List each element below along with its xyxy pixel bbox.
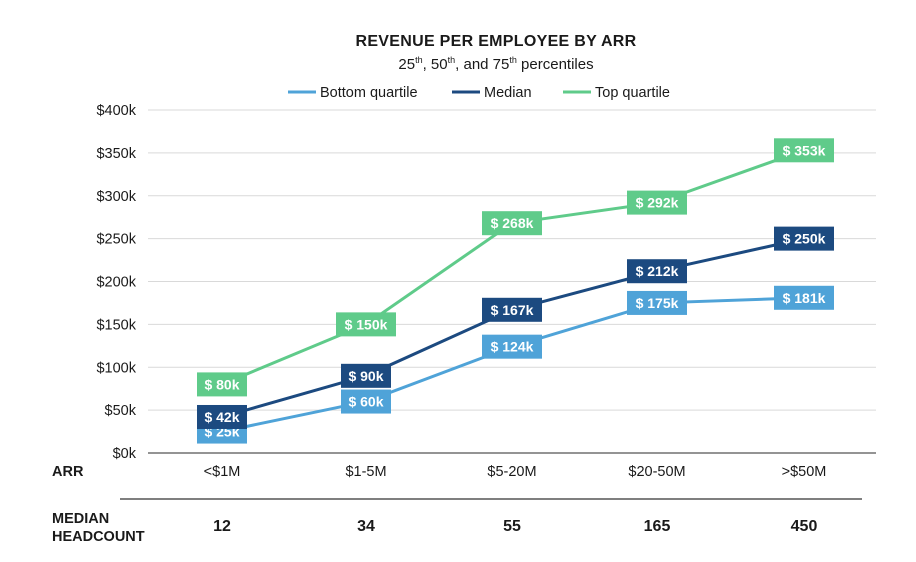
data-label-text: $ 150k <box>345 316 388 332</box>
x-tick-label: $20-50M <box>628 464 685 480</box>
series-lines <box>220 148 806 434</box>
data-label-top-quartile: $ 268k <box>482 211 542 236</box>
data-label-box <box>482 297 542 322</box>
data-label-text: $ 167k <box>491 302 534 318</box>
data-label-top-quartile: $ 353k <box>774 138 834 163</box>
legend-label-median: Median <box>484 85 532 101</box>
x-tick-label: $1-5M <box>345 464 386 480</box>
data-label-text: $ 175k <box>636 295 679 311</box>
data-label-box <box>482 211 542 236</box>
headcount-value: 450 <box>791 518 818 535</box>
y-tick-label: $0k <box>113 446 137 462</box>
y-tick-label: $150k <box>96 317 136 333</box>
subtitle-part-4: , and 75 <box>455 56 509 73</box>
legend: Bottom quartile Median Top quartile <box>288 85 670 101</box>
data-label-top-quartile: $ 150k <box>336 312 396 337</box>
data-label-box <box>482 334 542 359</box>
data-label-text: $ 60k <box>348 394 383 410</box>
y-tick-label: $400k <box>96 103 136 119</box>
data-label-top-quartile: $ 292k <box>627 190 687 215</box>
data-label-bottom-quartile: $ 60k <box>341 389 391 414</box>
data-label-box <box>774 138 834 163</box>
data-label-box <box>627 290 687 315</box>
arr-row-header: ARR <box>52 464 84 480</box>
headcount-value: 12 <box>213 518 231 535</box>
headcount-row: MEDIAN HEADCOUNT 12 34 55 165 450 <box>52 511 817 545</box>
legend-label-bottom: Bottom quartile <box>320 85 418 101</box>
gridlines <box>148 109 876 454</box>
y-tick-label: $250k <box>96 232 136 248</box>
data-label-text: $ 80k <box>204 376 239 392</box>
headcount-value: 55 <box>503 518 521 535</box>
data-label-text: $ 292k <box>636 195 679 211</box>
data-label-median: $ 42k <box>197 404 247 429</box>
data-label-top-quartile: $ 80k <box>197 372 247 397</box>
subtitle-sup-1: th <box>415 55 423 65</box>
data-label-box <box>627 259 687 284</box>
data-label-box <box>197 404 247 429</box>
y-tick-label: $200k <box>96 275 136 291</box>
data-label-box <box>341 363 391 388</box>
subtitle-part-0: 25 <box>398 56 415 73</box>
data-label-bottom-quartile: $ 124k <box>482 334 542 359</box>
headcount-value: 34 <box>357 518 375 535</box>
data-label-text: $ 353k <box>783 142 826 158</box>
y-tick-label: $350k <box>96 146 136 162</box>
data-label-box <box>774 226 834 251</box>
x-axis: ARR <$1M $1-5M $5-20M $20-50M >$50M <box>52 464 826 480</box>
data-label-box <box>197 372 247 397</box>
data-label-median: $ 212k <box>627 259 687 284</box>
data-label-box <box>336 312 396 337</box>
subtitle-sup-5: th <box>509 55 517 65</box>
x-tick-label: $5-20M <box>487 464 536 480</box>
chart-title: REVENUE PER EMPLOYEE BY ARR <box>355 33 636 50</box>
data-label-text: $ 250k <box>783 231 826 247</box>
headcount-header-line1: MEDIAN <box>52 511 109 527</box>
data-label-text: $ 181k <box>783 290 826 306</box>
data-labels: $ 25k$ 60k$ 124k$ 175k $ 181k$ 42k$ 90k$ … <box>197 138 834 444</box>
data-label-text: $ 212k <box>636 263 679 279</box>
x-tick-label: >$50M <box>782 464 827 480</box>
data-label-bottom-quartile: $ 175k <box>627 290 687 315</box>
headcount-header-line2: HEADCOUNT <box>52 529 145 545</box>
subtitle-part-2: , 50 <box>423 56 448 73</box>
x-tick-label: <$1M <box>204 464 241 480</box>
data-label-box <box>341 389 391 414</box>
data-label-text: $ 42k <box>204 409 239 425</box>
subtitle-sup-3: th <box>448 55 456 65</box>
data-label-median: $ 250k <box>774 226 834 251</box>
y-tick-label: $300k <box>96 189 136 205</box>
legend-label-top: Top quartile <box>595 85 670 101</box>
y-tick-label: $100k <box>96 360 136 376</box>
y-axis: $0k $50k $100k $150k $200k $250k $300k $350k $40… <box>96 103 136 462</box>
data-label-text: $ 90k <box>348 368 383 384</box>
chart-subtitle: 25th, 50th, and 75th percentiles <box>398 55 593 73</box>
series-line-median <box>220 237 806 419</box>
data-label-text: $ 268k <box>491 215 534 231</box>
data-label-box <box>774 285 834 310</box>
data-label-median: $ 90k <box>341 363 391 388</box>
y-tick-label: $50k <box>105 403 137 419</box>
headcount-value: 165 <box>644 518 671 535</box>
data-label-bottom-quartile: $ 181k <box>774 285 834 310</box>
data-label-median: $ 167k <box>482 297 542 322</box>
data-label-text: $ 124k <box>491 339 534 355</box>
data-label-box <box>627 190 687 215</box>
subtitle-part-6: percentiles <box>517 56 594 73</box>
